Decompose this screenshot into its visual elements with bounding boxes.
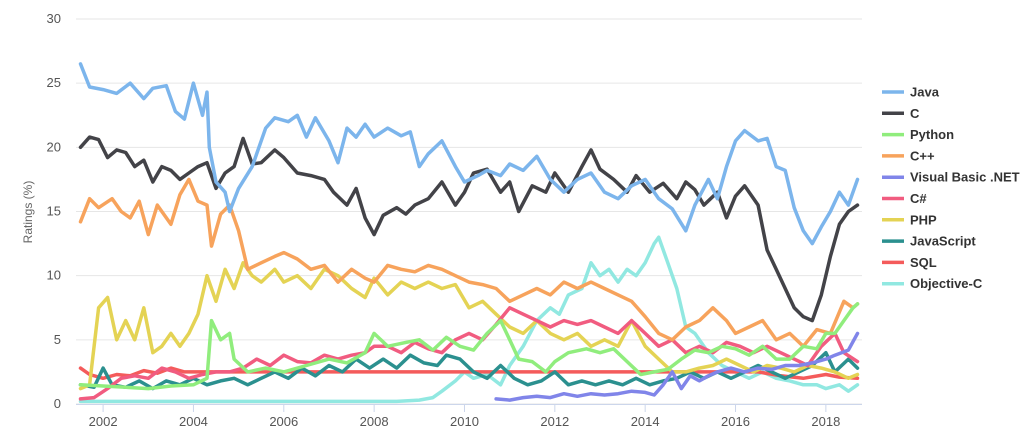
series-line-c: [78, 177, 860, 349]
legend-label: SQL: [910, 255, 937, 270]
legend-label: C++: [910, 148, 935, 163]
grid-layer: [76, 18, 862, 405]
y-tick-label: 20: [47, 139, 61, 154]
x-tick-label: 2014: [631, 414, 660, 429]
y-tick-label: 30: [47, 11, 61, 26]
legend-item-objective-c[interactable]: Objective-C: [882, 276, 983, 291]
series-line-c: [78, 135, 860, 323]
series-line-javascript: [78, 350, 860, 391]
x-tick-label: 2016: [721, 414, 750, 429]
legend-label: Java: [910, 85, 940, 100]
legend-item-c[interactable]: C++: [882, 148, 935, 163]
legend-item-c[interactable]: C: [882, 106, 920, 121]
y-axis-title: Ratings (%): [21, 181, 35, 244]
series-line-visual-basic-net: [494, 331, 860, 402]
series-line-python: [78, 302, 860, 391]
legend-item-python[interactable]: Python: [882, 127, 954, 142]
legend-item-c[interactable]: C#: [882, 191, 927, 206]
y-tick-label: 5: [54, 332, 61, 347]
series-line-c: [78, 306, 860, 401]
x-tick-label: 2010: [450, 414, 479, 429]
series-layer: [78, 62, 860, 404]
x-tick-label: 2012: [540, 414, 569, 429]
legend-item-visual-basic-net[interactable]: Visual Basic .NET: [882, 170, 1020, 185]
legend-label: C#: [910, 191, 927, 206]
legend-label: PHP: [910, 212, 937, 227]
legend: Java C Python C++ Visual Basic .NET C# PHP Java…: [882, 85, 1020, 291]
legend-item-javascript[interactable]: JavaScript: [882, 234, 976, 249]
x-tick-label: 2006: [269, 414, 298, 429]
y-tick-label: 15: [47, 204, 61, 219]
legend-label: Objective-C: [910, 276, 983, 291]
legend-label: JavaScript: [910, 234, 976, 249]
x-tick-label: 2002: [89, 414, 118, 429]
axis-layer: 0 5 10 15 20 25 30 2002 2004 2006 2008 2010 2012 2014…: [47, 11, 862, 429]
series-line-php: [78, 261, 860, 391]
x-tick-label: 2018: [811, 414, 840, 429]
legend-item-php[interactable]: PHP: [882, 212, 937, 227]
series-line-java: [78, 62, 860, 246]
x-tick-label: 2004: [179, 414, 208, 429]
legend-item-java[interactable]: Java: [882, 85, 940, 100]
y-tick-label: 0: [54, 396, 61, 411]
y-tick-label: 25: [47, 75, 61, 90]
legend-label: Visual Basic .NET: [910, 170, 1020, 185]
legend-item-sql[interactable]: SQL: [882, 255, 937, 270]
legend-label: C: [910, 106, 920, 121]
x-tick-label: 2008: [360, 414, 389, 429]
y-tick-label: 10: [47, 268, 61, 283]
series-line-sql: [78, 366, 860, 381]
legend-label: Python: [910, 127, 954, 142]
